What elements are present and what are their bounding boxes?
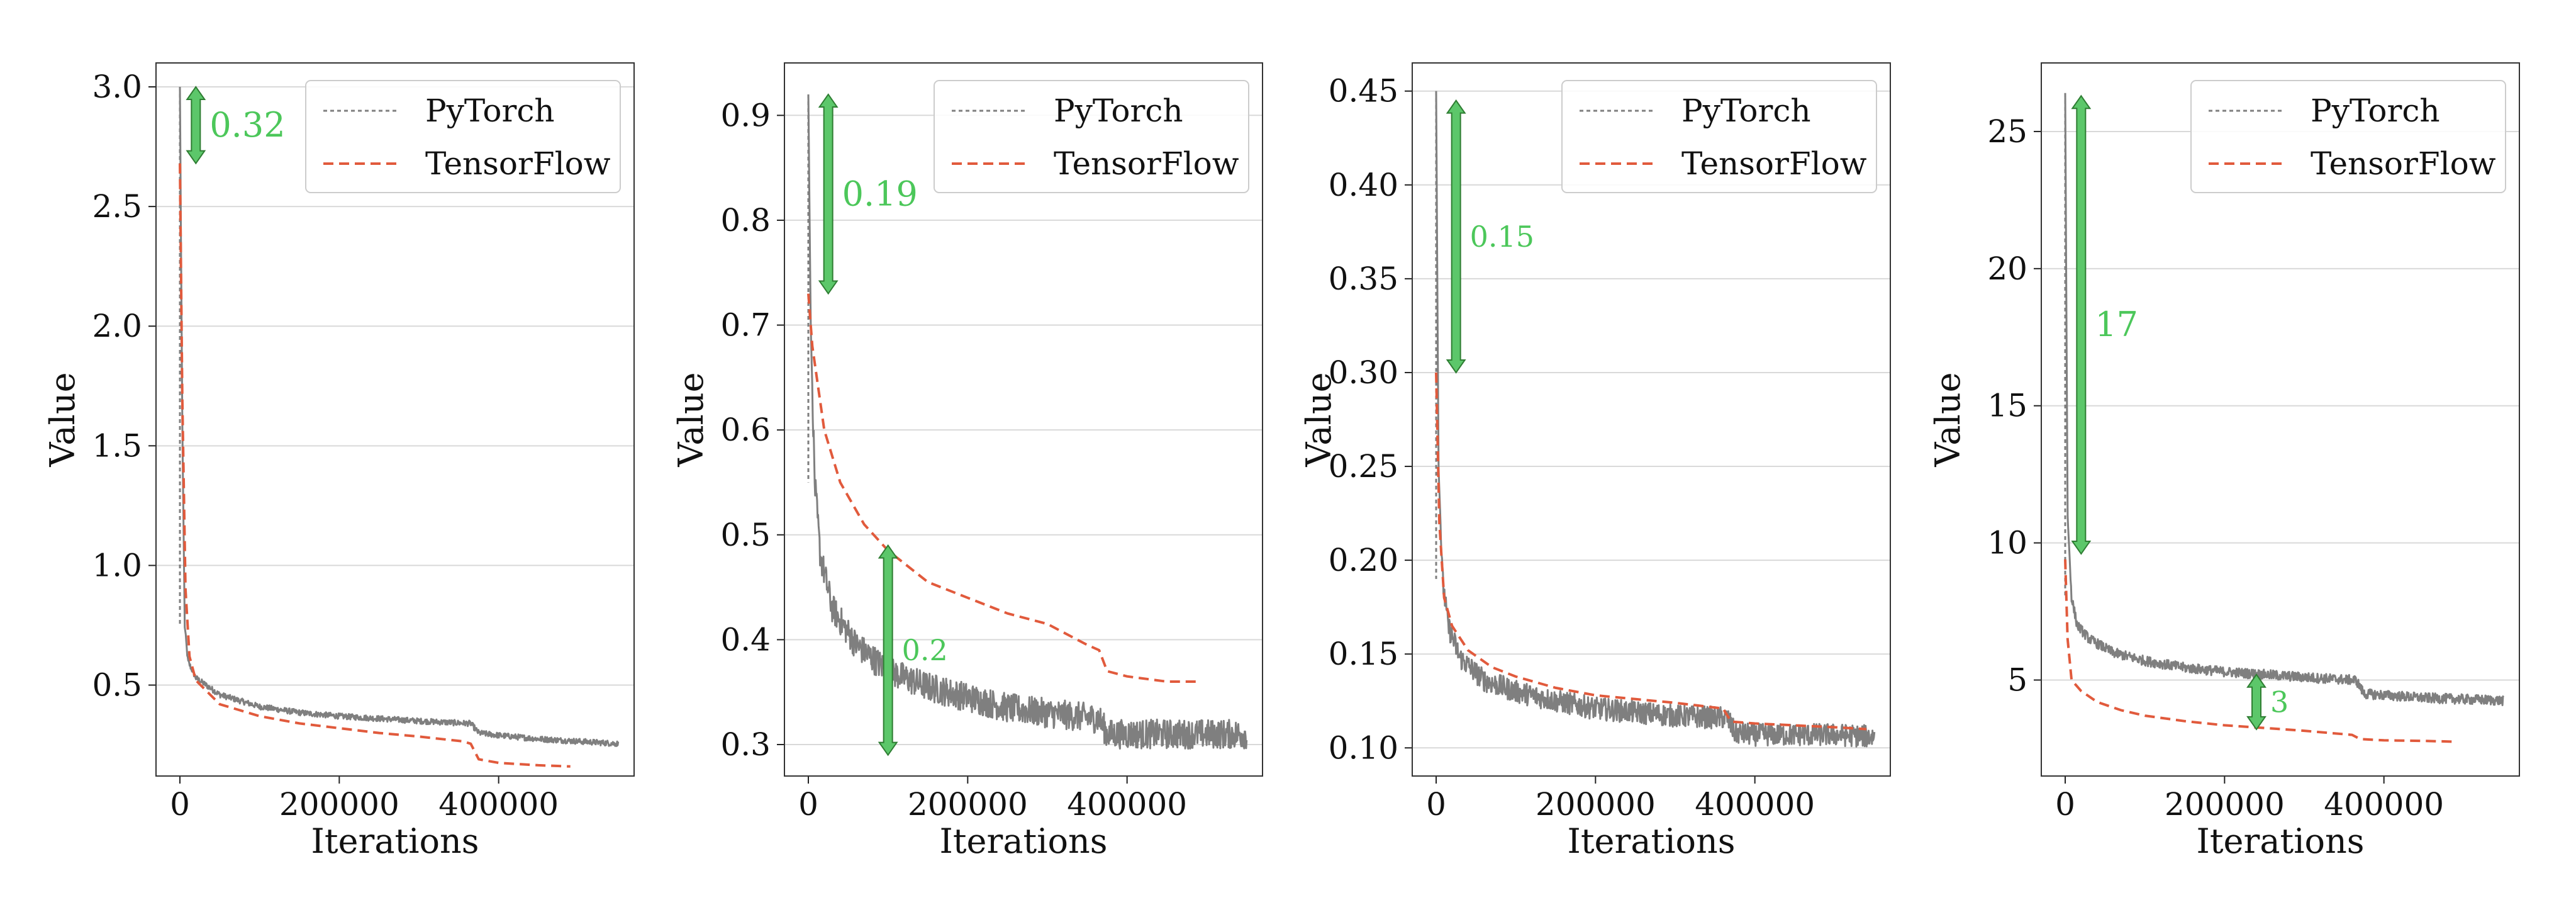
- annotation-arrow: [2071, 94, 2092, 555]
- chart-panel-1: 0.5 1.0 1.5 2.0 2.5 3.0 0 200000 400000 0.32 PyTor…: [43, 62, 635, 861]
- y-tick-label: 0.5: [720, 517, 771, 553]
- legend: PyTorch TensorFlow: [934, 80, 1249, 193]
- y-tick-label: 25: [1987, 113, 2027, 150]
- y-tick-label: 2.5: [92, 188, 142, 225]
- series-group: [2064, 93, 2504, 743]
- chart-panel-2: 0.3 0.4 0.5 0.6 0.7 0.8 0.9 0 200000 400000 0.19 0.…: [671, 62, 1263, 861]
- y-tick-label: 0.15: [1329, 636, 1398, 672]
- y-tick-label: 0.9: [720, 97, 771, 133]
- y-tick-label: 0.25: [1329, 448, 1398, 485]
- y-tick-label: 0.8: [720, 202, 771, 239]
- legend-label: PyTorch: [1681, 93, 1811, 129]
- plot-frame: [2041, 62, 2520, 777]
- y-tick-label: 0.3: [720, 726, 771, 763]
- series-line-pytorch: [179, 86, 620, 747]
- y-tick-label: 0.30: [1329, 354, 1398, 391]
- legend-box: [2190, 80, 2506, 193]
- legend-box: [1561, 80, 1877, 193]
- annotation-arrow: [186, 86, 206, 165]
- x-tick-label: 0: [798, 786, 818, 823]
- legend: PyTorch TensorFlow: [1561, 80, 1877, 193]
- legend-box: [934, 80, 1249, 193]
- x-tick-label: 0: [2055, 786, 2075, 823]
- x-tick-label: 0: [1426, 786, 1446, 823]
- series-group: [1435, 91, 1876, 748]
- y-tick-label: 0.10: [1329, 729, 1398, 766]
- chart-panel-4: 5 10 15 20 25 0 200000 400000 17 3 PyTorch TensorFl…: [1928, 62, 2520, 861]
- series-line-tensorflow: [2064, 559, 2456, 743]
- x-axis-label: Iterations: [2197, 821, 2365, 861]
- y-axis-label: Value: [1299, 372, 1339, 467]
- x-tick-label: 200000: [908, 786, 1028, 823]
- x-tick-label: 400000: [1695, 786, 1815, 823]
- y-tick-label: 15: [1987, 388, 2027, 424]
- annotation-label: 3: [2270, 685, 2289, 719]
- series-group: [807, 94, 1248, 750]
- legend: PyTorch TensorFlow: [2190, 80, 2506, 193]
- series-line-tensorflow: [179, 163, 571, 768]
- chart-panel-3: 0.10 0.15 0.20 0.25 0.30 0.35 0.40 0.45 0 200000 4…: [1299, 62, 1891, 861]
- y-tick-label: 5: [2007, 661, 2027, 698]
- series-line-pytorch: [807, 94, 1248, 750]
- annotation-arrow: [2246, 673, 2267, 731]
- y-tick-label: 0.5: [92, 667, 142, 704]
- y-tick-label: 0.35: [1329, 261, 1398, 297]
- annotation-arrow: [878, 544, 898, 757]
- y-tick-label: 10: [1987, 525, 2027, 561]
- annotation-arrow: [1446, 99, 1466, 374]
- annotation-label: 17: [2095, 305, 2138, 344]
- series-line-tensorflow: [807, 293, 1199, 683]
- series-line-pytorch: [2064, 93, 2504, 706]
- x-tick-label: 0: [170, 786, 190, 823]
- series-line-tensorflow: [1435, 372, 1867, 731]
- x-tick-label: 400000: [438, 786, 559, 823]
- y-tick-label: 1.0: [92, 547, 142, 583]
- y-tick-label: 0.4: [720, 621, 771, 658]
- y-tick-label: 0.7: [720, 307, 771, 344]
- annotation-label: 0.2: [902, 633, 948, 667]
- x-tick-label: 400000: [2324, 786, 2444, 823]
- y-axis-label: Value: [1928, 372, 1968, 467]
- annotation-label: 0.19: [842, 174, 918, 213]
- legend-label: TensorFlow: [1054, 145, 1239, 182]
- legend-label: PyTorch: [2311, 93, 2440, 129]
- x-tick-label: 200000: [279, 786, 399, 823]
- x-axis-label: Iterations: [940, 821, 1108, 861]
- legend-box: [305, 80, 621, 193]
- x-tick-label: 200000: [1536, 786, 1656, 823]
- plot-frame: [155, 62, 635, 777]
- plot-frame: [1412, 62, 1891, 777]
- y-tick-label: 2.0: [92, 308, 142, 344]
- x-tick-label: 400000: [1067, 786, 1187, 823]
- y-tick-label: 0.45: [1329, 73, 1398, 110]
- legend-label: TensorFlow: [1681, 145, 1867, 182]
- series-line-pytorch: [1435, 91, 1876, 748]
- x-axis-label: Iterations: [1568, 821, 1736, 861]
- legend: PyTorch TensorFlow: [305, 80, 621, 193]
- y-tick-label: 0.20: [1329, 542, 1398, 578]
- series-group: [179, 86, 620, 768]
- annotation-arrow: [818, 93, 839, 295]
- y-tick-label: 20: [1987, 250, 2027, 287]
- x-axis-label: Iterations: [311, 821, 479, 861]
- y-tick-label: 3.0: [92, 69, 142, 105]
- annotation-label: 0.32: [209, 105, 285, 145]
- y-axis-label: Value: [671, 372, 711, 467]
- y-tick-label: 0.40: [1329, 167, 1398, 203]
- x-tick-label: 200000: [2165, 786, 2285, 823]
- y-tick-label: 0.6: [720, 412, 771, 448]
- legend-label: TensorFlow: [2311, 145, 2496, 182]
- annotation-label: 0.15: [1470, 220, 1534, 254]
- legend-label: TensorFlow: [425, 145, 611, 182]
- legend-label: PyTorch: [1054, 93, 1183, 129]
- y-tick-label: 1.5: [92, 427, 142, 464]
- y-axis-label: Value: [43, 372, 82, 467]
- legend-label: PyTorch: [425, 93, 555, 129]
- plot-frame: [784, 62, 1263, 777]
